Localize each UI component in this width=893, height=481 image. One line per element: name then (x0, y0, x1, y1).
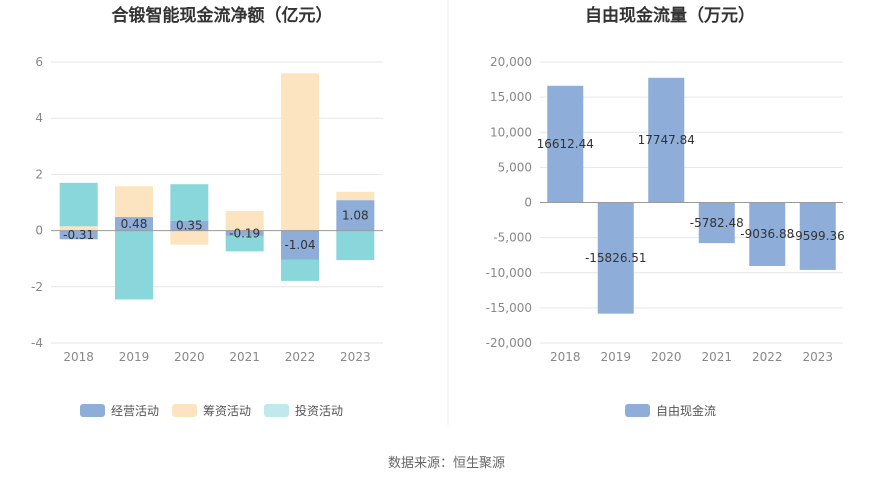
bar-segment (59, 182, 98, 227)
data-label: 0.35 (176, 219, 203, 233)
y-tick-label: -15,000 (486, 301, 532, 315)
y-tick-label: 10,000 (490, 125, 532, 139)
bar-segment (59, 226, 98, 231)
x-tick-label: 2019 (600, 350, 631, 364)
data-label: -0.19 (229, 226, 260, 240)
bar-segment (336, 191, 375, 201)
bar-segment (336, 230, 375, 261)
x-tick-label: 2021 (229, 350, 260, 364)
x-tick-label: 2021 (701, 350, 732, 364)
data-label: -15826.51 (585, 251, 647, 265)
bar-segment (225, 235, 264, 252)
data-label: 17747.84 (638, 133, 695, 147)
bar-segment (225, 210, 264, 231)
y-tick-label: 6 (35, 55, 43, 69)
bar-segment (648, 77, 685, 203)
y-tick-label: 0 (524, 196, 532, 210)
bar-segment (115, 230, 153, 300)
y-tick-label: -2 (31, 280, 43, 294)
data-label: -1.04 (284, 238, 315, 252)
legend-swatch (172, 404, 197, 417)
left-chart: -4 -2 0 2 4 6 2018 2019 2020 2021 2022 2023 -0.31 0.4… (31, 55, 383, 418)
bar-segment (281, 230, 319, 260)
y-tick-label: 5,000 (498, 160, 532, 174)
bar-segment (597, 202, 634, 314)
bar-segment (115, 217, 153, 231)
data-label: -9599.36 (791, 229, 845, 243)
bar-segment (59, 230, 98, 240)
bar-segment (170, 230, 209, 245)
bar-segment (698, 202, 735, 244)
legend-label: 投资活动 (295, 403, 343, 418)
data-source-note: 数据来源：恒生聚源 (387, 456, 505, 471)
bar-segment (170, 220, 209, 231)
y-tick-label: -4 (31, 336, 43, 350)
data-label: -9036.88 (740, 227, 794, 241)
bar-segment (115, 186, 153, 218)
bar-segment (170, 184, 209, 221)
data-label: -0.31 (63, 228, 94, 242)
left-chart-title: 合锻智能现金流净额（亿元） (112, 5, 333, 26)
legend-swatch (264, 404, 289, 417)
y-tick-label: 20,000 (490, 55, 532, 69)
y-tick-label: -20,000 (486, 336, 532, 350)
right-chart-title: 自由现金流量（万元） (585, 5, 755, 26)
legend-label: 筹资活动 (203, 404, 251, 418)
x-tick-label: 2020 (651, 350, 682, 364)
x-tick-label: 2023 (802, 350, 833, 364)
x-tick-label: 2018 (63, 350, 94, 364)
y-tick-label: 4 (35, 111, 43, 125)
y-tick-label: 2 (35, 167, 43, 181)
bar-segment (281, 259, 319, 281)
data-label: 16612.44 (537, 137, 594, 151)
y-tick-label: 0 (35, 224, 43, 238)
legend-swatch (80, 404, 105, 417)
bar-segment (749, 202, 786, 266)
legend-swatch (625, 404, 650, 417)
bar-segment (281, 73, 319, 231)
data-label: 0.48 (121, 217, 148, 231)
x-tick-label: 2023 (340, 350, 371, 364)
bar-segment (336, 200, 375, 231)
x-tick-label: 2018 (550, 350, 581, 364)
bar-segment (799, 202, 836, 270)
data-label: 1.08 (342, 208, 369, 222)
y-tick-label: -5,000 (493, 231, 532, 245)
data-label: -5782.48 (690, 216, 744, 230)
right-chart: -20,000 -15,000 -10,000 -5,000 0 5,000 10,000 1… (486, 55, 845, 418)
y-tick-label: 15,000 (490, 90, 532, 104)
bar-segment (225, 230, 264, 236)
legend-label: 自由现金流 (656, 403, 716, 418)
x-tick-label: 2020 (174, 350, 205, 364)
x-tick-label: 2022 (752, 350, 783, 364)
legend-label: 经营活动 (111, 404, 159, 418)
y-tick-label: -10,000 (486, 266, 532, 280)
bar-segment (547, 85, 584, 203)
x-tick-label: 2019 (119, 350, 150, 364)
x-tick-label: 2022 (285, 350, 316, 364)
